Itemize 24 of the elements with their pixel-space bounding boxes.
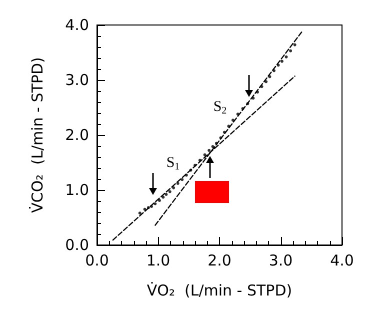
point (289, 49, 292, 52)
y-tick-label: 0.0 (65, 236, 89, 254)
y-tick-label: 1.0 (65, 181, 89, 199)
x-tick-label: 1.0 (146, 252, 170, 270)
point (172, 186, 176, 190)
point (164, 192, 168, 196)
point (280, 60, 284, 63)
x-tick-label: 4.0 (330, 252, 354, 270)
point (158, 198, 161, 202)
x-tick-label: 2.0 (208, 252, 232, 270)
x-axis-title: V̇O₂ (L/min - STPD) (146, 282, 292, 300)
x-tick-label: 3.0 (268, 252, 293, 270)
point (180, 178, 184, 182)
point (168, 190, 172, 194)
point (176, 182, 180, 185)
point (284, 55, 288, 58)
point (138, 212, 142, 215)
point (208, 148, 211, 152)
x-tick-label: 0.0 (85, 252, 109, 270)
y-tick-label: 2.0 (65, 126, 89, 144)
y-tick-label: 4.0 (65, 16, 89, 34)
point (293, 43, 296, 46)
y-tick-label: 3.0 (65, 71, 89, 89)
y-axis-title: V̇CO₂ (L/min - STPD) (28, 57, 46, 213)
